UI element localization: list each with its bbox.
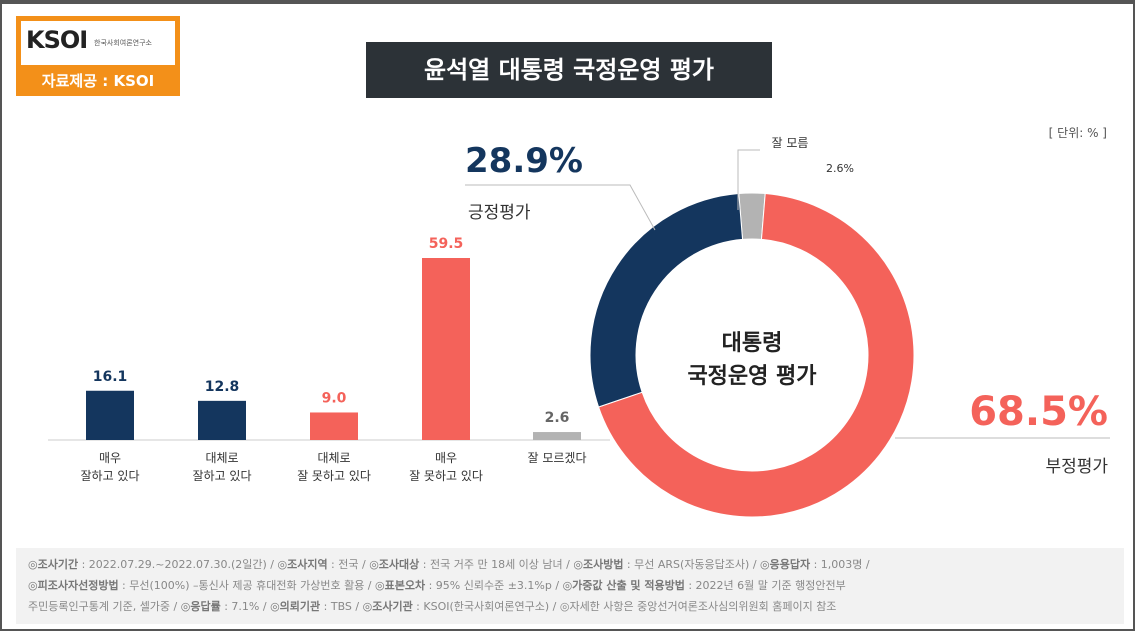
donut-center-label: 국정운영 평가: [687, 364, 816, 389]
bar-value-label: 16.1: [93, 369, 128, 385]
footnote-text: ◎조사기간: [28, 558, 79, 571]
positive-name: 긍정평가: [468, 203, 531, 223]
footnote-text: ◎의뢰기관: [270, 600, 321, 613]
footnote-line: 주민등록인구통계 기준, 셀가중 / ◎응답률 : 7.1% / ◎의뢰기관 :…: [28, 596, 1112, 617]
logo-subtitle: 한국사회여론연구소: [94, 39, 152, 47]
unknown-name: 잘 모름: [772, 136, 809, 150]
category-label: 매우: [435, 451, 457, 465]
donut-slice: [597, 192, 915, 518]
ksoi-logo: KSOI 한국사회여론연구소 자료제공 : KSOI: [16, 16, 180, 96]
footnote-text: : 전국 거주 만 18세 이상 남녀 /: [419, 558, 574, 571]
donut-slice: [738, 192, 766, 240]
bar: [422, 258, 470, 440]
bar-value-label: 59.5: [429, 236, 464, 252]
category-label: 대체로: [205, 451, 238, 465]
footnote-text: : 95% 신뢰수준 ±3.1%p /: [425, 579, 563, 592]
bar-value-label: 9.0: [322, 390, 347, 406]
chart-title: 윤석열 대통령 국정운영 평가: [366, 42, 772, 98]
positive-value: 28.9%: [465, 141, 583, 181]
bar-value-label: 12.8: [205, 379, 240, 395]
unit-label: [ 단위: % ]: [1048, 126, 1107, 140]
category-label: 잘하고 있다: [192, 469, 251, 483]
footnote-text: ◎조사방법: [573, 558, 624, 571]
footnote-line: ◎조사기간 : 2022.07.29.~2022.07.30.(2일간) / ◎…: [28, 554, 1112, 575]
footnote-text: : 무선(100%) –통신사 제공 휴대전화 가상번호 활용 /: [118, 579, 376, 592]
category-label: 잘 못하고 있다: [409, 469, 483, 483]
footnote-text: : 1,003명 /: [810, 558, 870, 571]
survey-footnote: ◎조사기간 : 2022.07.29.~2022.07.30.(2일간) / ◎…: [16, 548, 1124, 624]
bar: [86, 390, 134, 440]
category-label: 대체로: [317, 451, 350, 465]
footnote-text: 주민등록인구통계 기준, 셀가중 /: [28, 600, 181, 613]
leader-line: [737, 149, 760, 210]
category-label: 잘 못하고 있다: [297, 469, 371, 483]
footnote-text: ◎조사기관: [362, 600, 413, 613]
bar: [533, 432, 581, 440]
leader-line: [465, 184, 656, 231]
footnote-text: : 7.1% /: [220, 600, 271, 613]
footnote-text: ◎조사지역: [277, 558, 328, 571]
footnote-text: : KSOI(한국사회여론연구소) / ◎자세한 사항은 중앙선거여론조사심의위…: [412, 600, 837, 613]
source-label: 자료제공 : KSOI: [41, 72, 155, 90]
footnote-text: : 전국 /: [327, 558, 370, 571]
footnote-text: ◎응용답자: [760, 558, 811, 571]
donut-center-label: 대통령: [722, 331, 783, 356]
bar: [310, 412, 358, 440]
footnote-text: : TBS /: [320, 600, 363, 613]
footnote-line: ◎피조사자선정방법 : 무선(100%) –통신사 제공 휴대전화 가상번호 활…: [28, 575, 1112, 596]
footnote-text: : 2022.07.29.~2022.07.30.(2일간) /: [78, 558, 278, 571]
category-label: 잘 모르겠다: [527, 451, 586, 465]
footnote-text: ◎표본오차: [375, 579, 426, 592]
negative-name: 부정평가: [1045, 457, 1108, 477]
footnote-text: : 무선 ARS(자동응답조사) /: [623, 558, 761, 571]
unknown-value: 2.6%: [826, 162, 854, 175]
category-label: 잘하고 있다: [80, 469, 139, 483]
footnote-text: ◎응답률: [180, 600, 221, 613]
bar: [198, 400, 246, 440]
footnote-text: : 2022년 6월 말 기준 행정안전부: [684, 579, 846, 592]
footnote-text: ◎가중값 산출 및 적용방법: [562, 579, 685, 592]
footnote-text: ◎조사대상: [369, 558, 420, 571]
bar-value-label: 2.6: [545, 410, 570, 426]
negative-value: 68.5%: [969, 389, 1108, 435]
category-label: 매우: [99, 451, 121, 465]
logo-brand: KSOI: [26, 26, 88, 54]
footnote-text: ◎피조사자선정방법: [28, 579, 119, 592]
